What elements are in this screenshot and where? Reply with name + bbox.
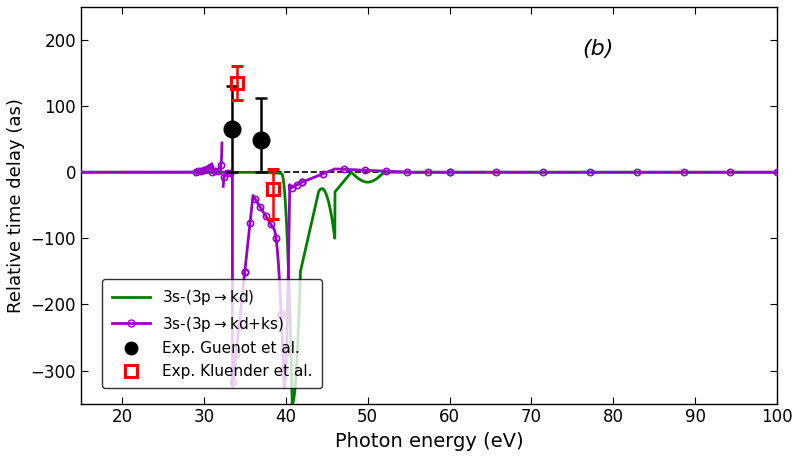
- Y-axis label: Relative time delay (as): Relative time delay (as): [7, 98, 25, 313]
- Text: (b): (b): [582, 38, 614, 59]
- Legend: 3s-(3p$\rightarrow$kd), 3s-(3p$\rightarrow$kd+ks), Exp. Guenot et al., Exp. Klue: 3s-(3p$\rightarrow$kd), 3s-(3p$\rightarr…: [102, 279, 322, 388]
- X-axis label: Photon energy (eV): Photon energy (eV): [334, 432, 523, 451]
